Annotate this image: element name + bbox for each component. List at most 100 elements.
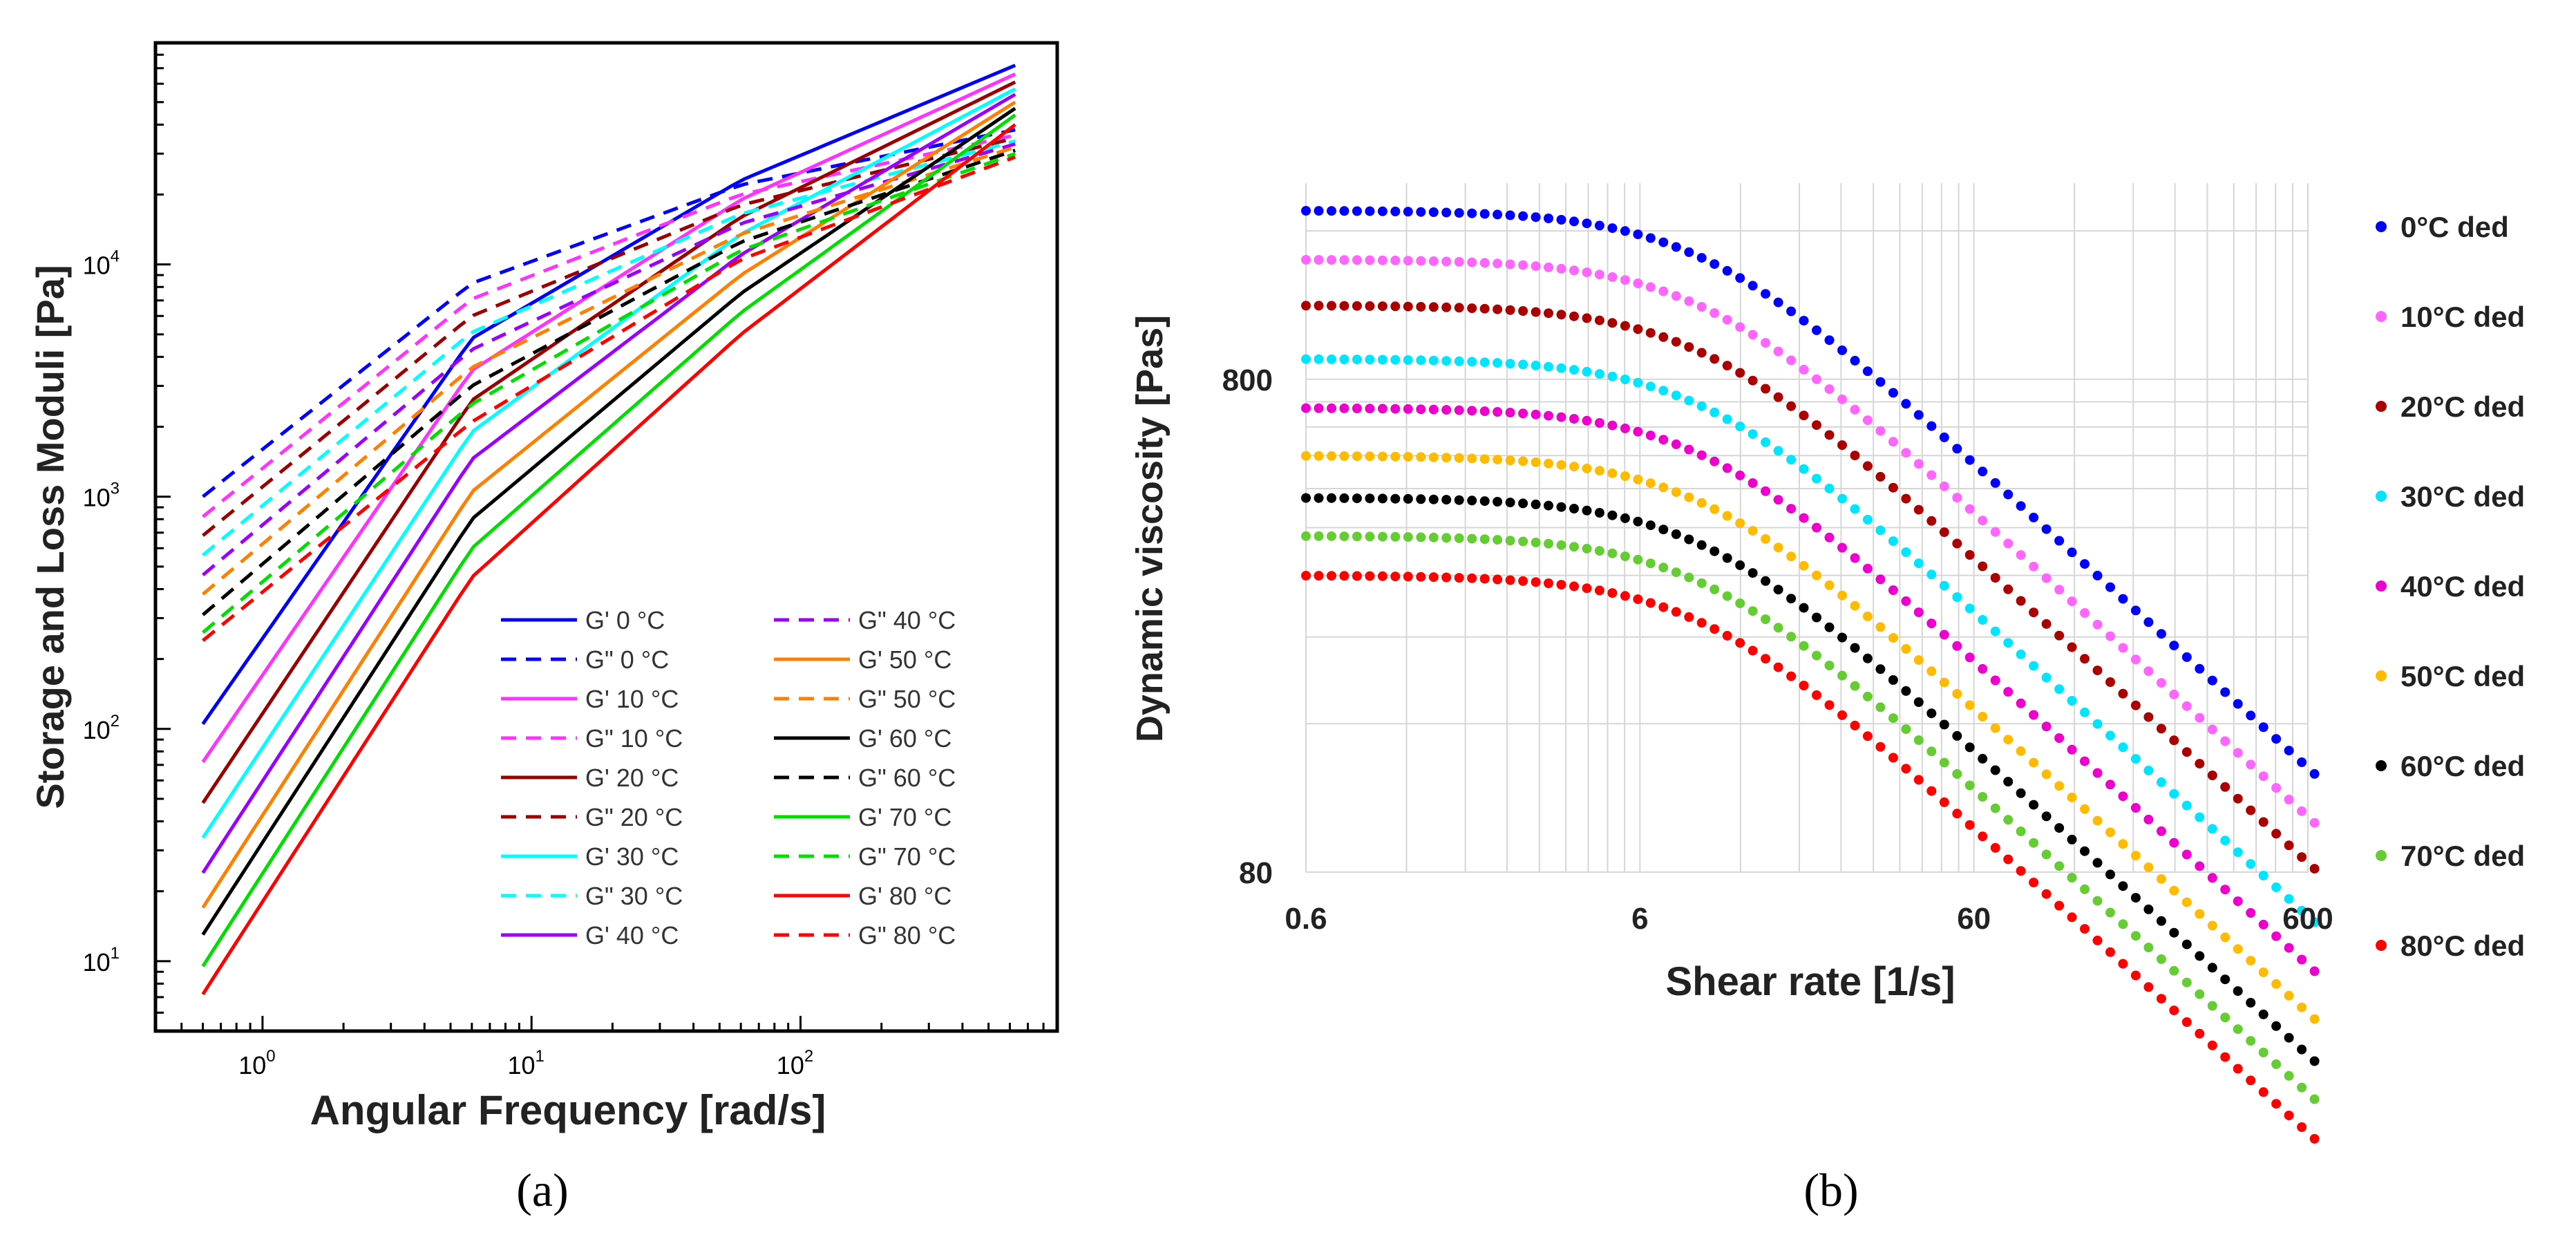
panel-b-point-5 xyxy=(2067,792,2077,802)
panel-b-point-2 xyxy=(2143,712,2154,722)
panel-b-point-2 xyxy=(1735,368,1745,378)
panel-a-legend-label-10: G' 50 °C xyxy=(858,645,951,674)
panel-a-legend-label-2: G' 10 °C xyxy=(585,685,679,713)
panel-b-point-3 xyxy=(2029,661,2039,671)
panel-b-point-4 xyxy=(1812,522,1821,533)
panel-b-point-6 xyxy=(1799,603,1809,613)
panel-b-point-1 xyxy=(1901,448,1911,458)
panel-b-point-1 xyxy=(1990,527,2000,537)
panel-b-point-6 xyxy=(2156,916,2166,926)
panel-b-point-3 xyxy=(1493,358,1503,368)
panel-b-point-6 xyxy=(1594,508,1604,518)
panel-b-point-8 xyxy=(2016,866,2026,876)
panel-b-point-2 xyxy=(1493,304,1503,314)
panel-b-point-0 xyxy=(1786,306,1797,317)
panel-b-point-0 xyxy=(1658,237,1669,247)
panel-b-point-7 xyxy=(1812,650,1821,661)
panel-b-point-3 xyxy=(1722,414,1732,424)
panel-b-y-tick-label-1: 800 xyxy=(1222,363,1273,397)
panel-b-point-0 xyxy=(2054,536,2065,546)
panel-b-x-tick-label-1: 6 xyxy=(1631,902,1648,936)
panel-b-point-2 xyxy=(2041,618,2052,629)
panel-b-point-3 xyxy=(1441,356,1452,366)
panel-b-point-7 xyxy=(2195,989,2205,999)
panel-b-point-0 xyxy=(1875,377,1886,387)
panel-b-point-0 xyxy=(2309,768,2320,779)
panel-b-point-2 xyxy=(1377,301,1388,312)
panel-b-point-2 xyxy=(1964,550,1975,560)
panel-b-point-1 xyxy=(1339,255,1349,265)
panel-b-point-0 xyxy=(1710,259,1720,270)
panel-b-point-4 xyxy=(1748,478,1758,488)
panel-b-point-8 xyxy=(1824,700,1835,710)
panel-b-point-0 xyxy=(1748,281,1758,291)
panel-b-point-2 xyxy=(1607,318,1618,328)
panel-b-point-5 xyxy=(2309,1014,2320,1024)
panel-b-point-0 xyxy=(1327,206,1336,216)
panel-b-point-0 xyxy=(1633,229,1643,240)
panel-b-figure-label: (b) xyxy=(1803,1164,1858,1216)
panel-b-point-7 xyxy=(1569,542,1579,552)
panel-b-point-8 xyxy=(2156,994,2166,1004)
panel-b-point-5 xyxy=(1314,451,1324,461)
panel-b-point-4 xyxy=(1620,423,1630,433)
panel-b-point-4 xyxy=(1799,513,1809,523)
panel-b-point-8 xyxy=(1505,575,1515,585)
panel-b-point-8 xyxy=(2169,1005,2179,1016)
panel-b-point-7 xyxy=(1722,591,1732,601)
panel-b-point-6 xyxy=(1862,653,1873,663)
panel-b-point-2 xyxy=(1696,348,1707,358)
panel-b-point-0 xyxy=(1901,399,1911,409)
panel-b-point-7 xyxy=(1327,531,1336,541)
panel-b-point-8 xyxy=(1607,588,1618,598)
panel-b-point-6 xyxy=(1441,495,1452,505)
panel-b-point-6 xyxy=(1964,742,1975,753)
panel-a-legend-label-11: G" 50 °C xyxy=(858,685,956,713)
panel-b-point-0 xyxy=(2080,559,2090,569)
panel-b-point-0 xyxy=(2258,722,2269,733)
panel-b-point-4 xyxy=(2130,803,2141,813)
panel-b-point-4 xyxy=(1428,404,1439,415)
panel-b-point-6 xyxy=(1786,594,1797,604)
panel-b-point-4 xyxy=(2016,698,2026,708)
panel-b-point-7 xyxy=(1799,641,1809,651)
panel-b-point-2 xyxy=(1671,337,1681,347)
panel-b-legend-label-0: 0°C ded xyxy=(2400,211,2509,243)
panel-b-point-4 xyxy=(1594,418,1604,428)
panel-b-point-6 xyxy=(1314,493,1324,503)
panel-b-point-3 xyxy=(1901,547,1911,557)
panel-b-point-6 xyxy=(1696,540,1707,550)
panel-b-point-5 xyxy=(2130,851,2141,861)
panel-b-point-8 xyxy=(1748,645,1758,656)
panel-b-point-6 xyxy=(2220,974,2231,985)
panel-b-point-7 xyxy=(1544,538,1553,549)
panel-b-point-3 xyxy=(2220,835,2231,846)
panel-a-series-line-7 xyxy=(201,139,1016,557)
panel-b-point-5 xyxy=(1658,482,1669,493)
panel-a-legend: G' 0 °C G" 0 °C G' 10 °C G" 10 °C G' 20 °C G"… xyxy=(501,606,956,950)
panel-b-point-0 xyxy=(1990,478,2000,488)
panel-b-point-0 xyxy=(1556,215,1566,225)
panel-b-point-5 xyxy=(2016,746,2026,756)
panel-b-point-5 xyxy=(1493,455,1503,465)
panel-b-point-0 xyxy=(1314,206,1324,216)
panel-b-point-5 xyxy=(1990,723,2000,733)
panel-b-point-2 xyxy=(1939,527,1949,538)
panel-b-point-3 xyxy=(2092,719,2103,729)
panel-b-point-6 xyxy=(1710,546,1720,556)
panel-b-point-1 xyxy=(1467,257,1477,267)
panel-a-x-tick-label-2: 102 xyxy=(777,1047,813,1079)
panel-b-point-2 xyxy=(1556,310,1566,320)
panel-b-point-6 xyxy=(1454,495,1464,505)
panel-b-point-6 xyxy=(2309,1056,2320,1066)
panel-b-point-1 xyxy=(2029,561,2039,572)
panel-b-point-5 xyxy=(2246,956,2256,966)
panel-b-point-6 xyxy=(1748,568,1758,578)
panel-b-point-7 xyxy=(1696,578,1707,588)
panel-b-point-7 xyxy=(1748,606,1758,616)
panel-b-legend-marker-4 xyxy=(2376,580,2387,592)
panel-b-point-5 xyxy=(1377,451,1388,462)
panel-b-point-3 xyxy=(2118,742,2128,753)
panel-b-point-8 xyxy=(2207,1040,2217,1050)
panel-b-point-3 xyxy=(1594,369,1604,379)
